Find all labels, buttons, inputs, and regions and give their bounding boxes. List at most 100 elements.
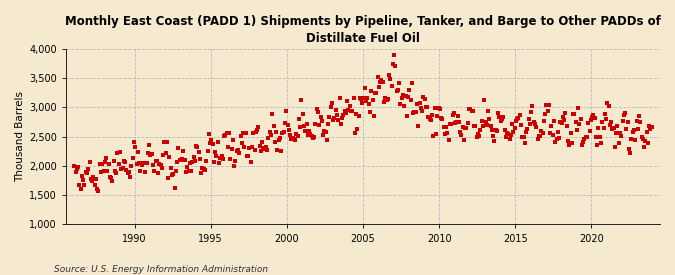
Point	[150, 159, 161, 163]
Point	[340, 109, 350, 114]
Point	[497, 117, 508, 121]
Point	[194, 156, 205, 161]
Point	[132, 150, 143, 155]
Point	[530, 121, 541, 126]
Point	[136, 163, 147, 167]
Point	[513, 116, 524, 121]
Point	[566, 141, 577, 145]
Point	[192, 145, 202, 149]
Point	[248, 131, 259, 135]
Point	[637, 137, 648, 141]
Point	[479, 98, 489, 102]
Y-axis label: Thousand Barrels: Thousand Barrels	[15, 91, 25, 182]
Point	[539, 119, 549, 123]
Point	[272, 148, 283, 152]
Point	[373, 85, 384, 89]
Point	[83, 167, 94, 171]
Point	[288, 136, 299, 141]
Point	[300, 129, 310, 134]
Point	[282, 123, 293, 128]
Point	[93, 188, 104, 193]
Point	[537, 130, 548, 135]
Point	[524, 121, 535, 126]
Point	[523, 116, 534, 121]
Point	[84, 160, 95, 164]
Point	[627, 130, 638, 134]
Point	[412, 102, 423, 107]
Point	[176, 158, 186, 162]
Point	[618, 112, 629, 117]
Point	[385, 77, 396, 82]
Point	[622, 120, 633, 125]
Point	[160, 151, 171, 155]
Point	[584, 129, 595, 133]
Point	[392, 89, 402, 94]
Point	[151, 159, 162, 163]
Point	[164, 155, 175, 160]
Point	[447, 113, 458, 118]
Point	[464, 106, 475, 111]
Point	[387, 62, 398, 67]
Point	[285, 133, 296, 137]
Point	[337, 116, 348, 120]
Point	[141, 161, 152, 166]
Point	[197, 166, 208, 170]
Point	[183, 169, 194, 173]
Point	[435, 107, 446, 112]
Point	[239, 145, 250, 149]
Point	[117, 166, 128, 170]
Point	[458, 138, 469, 142]
Point	[367, 98, 378, 103]
Point	[86, 177, 97, 182]
Point	[219, 134, 230, 138]
Point	[167, 173, 178, 177]
Point	[451, 120, 462, 125]
Point	[207, 142, 218, 146]
Point	[205, 141, 215, 145]
Point	[532, 137, 543, 141]
Point	[605, 119, 616, 124]
Point	[353, 114, 364, 118]
Point	[96, 169, 107, 174]
Point	[493, 111, 504, 115]
Point	[595, 141, 606, 145]
Point	[138, 161, 148, 166]
Point	[422, 105, 433, 109]
Point	[128, 140, 139, 145]
Point	[210, 150, 221, 154]
Point	[611, 131, 622, 135]
Point	[154, 162, 165, 166]
Point	[318, 133, 329, 137]
Point	[261, 144, 271, 149]
Point	[551, 137, 562, 141]
Point	[377, 79, 388, 84]
Point	[565, 131, 576, 135]
Point	[617, 119, 628, 123]
Point	[418, 95, 429, 99]
Point	[431, 132, 441, 137]
Point	[227, 138, 238, 142]
Point	[215, 155, 225, 160]
Point	[352, 127, 362, 131]
Point	[545, 131, 556, 135]
Point	[177, 156, 188, 161]
Point	[428, 134, 439, 138]
Point	[225, 157, 236, 161]
Point	[190, 159, 200, 163]
Point	[302, 133, 313, 137]
Point	[310, 121, 321, 126]
Point	[546, 123, 557, 128]
Point	[409, 109, 420, 114]
Point	[510, 119, 521, 123]
Point	[130, 144, 140, 149]
Point	[480, 120, 491, 124]
Point	[512, 116, 522, 121]
Point	[379, 100, 389, 104]
Point	[522, 126, 533, 131]
Point	[266, 133, 277, 138]
Point	[508, 130, 519, 134]
Point	[146, 152, 157, 156]
Point	[498, 115, 509, 119]
Point	[594, 134, 605, 139]
Point	[249, 148, 260, 152]
